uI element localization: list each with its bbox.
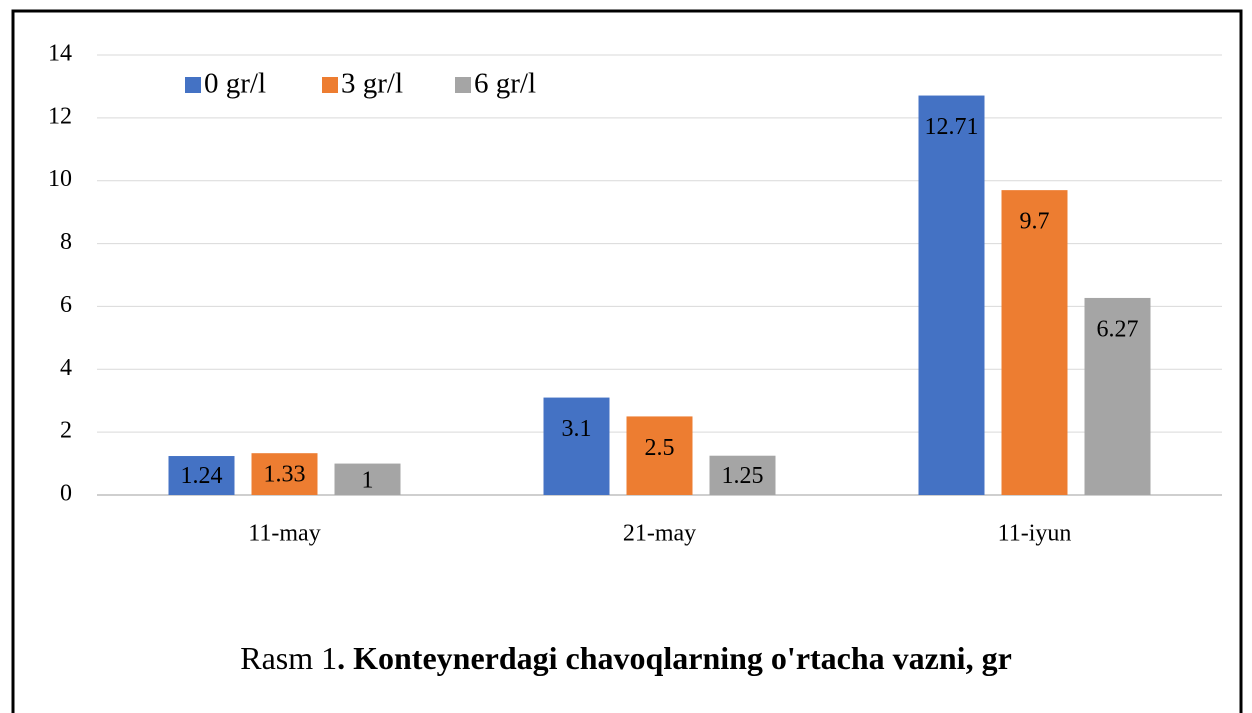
bar — [543, 397, 610, 495]
data-label: 1.25 — [722, 463, 764, 489]
bar — [168, 456, 235, 495]
y-tick-label: 14 — [48, 41, 72, 67]
legend-swatch — [322, 77, 338, 93]
bar — [1001, 190, 1068, 495]
y-tick-label: 2 — [60, 418, 72, 444]
y-tick-label: 0 — [60, 481, 72, 507]
bar — [334, 463, 401, 495]
bar — [709, 455, 776, 495]
caption-text: . Konteynerdagi chavoqlarning o'rtacha v… — [337, 640, 1012, 676]
data-label: 2.5 — [645, 435, 675, 461]
data-label: 12.71 — [925, 114, 979, 140]
data-label: 1.33 — [264, 461, 306, 487]
caption: Rasm 1. Konteynerdagi chavoqlarning o'rt… — [240, 640, 1012, 676]
data-label: 1.24 — [181, 463, 223, 489]
bar — [251, 453, 318, 495]
y-tick-label: 8 — [60, 229, 72, 255]
bar — [918, 95, 985, 496]
y-tick-label: 4 — [60, 355, 72, 381]
legend-label: 3 gr/l — [341, 68, 403, 100]
data-label: 6.27 — [1097, 316, 1139, 342]
bar — [1084, 297, 1151, 495]
legend-label: 6 gr/l — [474, 68, 536, 100]
legend-swatch — [185, 77, 201, 93]
x-tick-label: 21-may — [623, 521, 696, 547]
data-label: 1 — [362, 468, 374, 494]
x-tick-label: 11-may — [248, 521, 320, 547]
legend-swatch — [455, 77, 471, 93]
y-tick-label: 6 — [60, 292, 72, 318]
frame — [11, 9, 1243, 713]
caption-prefix: Rasm 1 — [240, 640, 337, 676]
y-tick-label: 10 — [48, 166, 72, 192]
data-label: 3.1 — [562, 416, 592, 442]
legend-label: 0 gr/l — [204, 68, 266, 100]
data-label: 9.7 — [1020, 209, 1050, 235]
bar — [626, 416, 693, 495]
y-tick-label: 12 — [48, 103, 72, 129]
x-tick-label: 11-iyun — [998, 521, 1072, 547]
